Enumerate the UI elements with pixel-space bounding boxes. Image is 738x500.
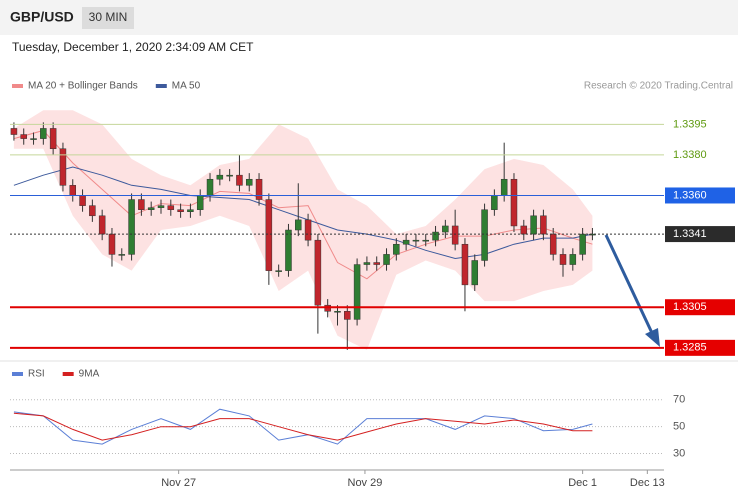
candle-body [432, 231, 439, 241]
timeframe-box [82, 7, 134, 29]
bollinger-band [13, 110, 593, 350]
candle-body [285, 229, 292, 271]
x-tick-label: Nov 27 [161, 477, 196, 489]
legend-label: 9MA [79, 369, 100, 380]
level-label: 1.3285 [673, 342, 707, 354]
indicator-line [13, 412, 593, 441]
forecast-arrow-head [645, 328, 660, 347]
candle-body [187, 209, 194, 212]
candle-body [59, 148, 67, 186]
legend-swatch [12, 84, 23, 88]
candle-body [216, 174, 224, 180]
candle-body [540, 215, 547, 235]
legend-label: RSI [28, 369, 45, 380]
candle-body [245, 178, 253, 186]
candle-body [520, 225, 528, 235]
legend-label: MA 20 + Bollinger Bands [28, 81, 138, 92]
candle-body [393, 243, 400, 255]
timestamp: Tuesday, December 1, 2020 2:34:09 AM CET [12, 40, 254, 54]
candle-body [304, 219, 312, 241]
candle-body [108, 233, 116, 255]
candle-body [461, 243, 469, 286]
candle-body [265, 199, 273, 271]
candle-body [40, 128, 47, 139]
x-tick-label: Dec 1 [568, 477, 597, 489]
candle-body [383, 254, 390, 265]
candle-body [167, 205, 175, 210]
candle-body [10, 128, 18, 135]
candle-body [569, 254, 577, 265]
candle-body [481, 209, 488, 261]
candle-body [363, 262, 371, 265]
level-label-box [665, 299, 735, 316]
candle-body [491, 195, 498, 210]
level-label: 1.3305 [673, 301, 707, 313]
candle-body [30, 138, 37, 140]
symbol: GBP/USD [10, 9, 74, 25]
candle-body [530, 215, 537, 235]
candle-body [500, 178, 508, 196]
x-tick-label: Dec 13 [630, 477, 665, 489]
candle-body [422, 239, 429, 242]
candle-body [206, 178, 214, 196]
candle-body [49, 128, 57, 150]
legend-swatch [12, 372, 23, 376]
candle-body [314, 239, 322, 306]
candle-body [128, 199, 135, 255]
candle-body [549, 233, 557, 255]
legend-label: MA 50 [172, 81, 201, 92]
candle-body [373, 262, 380, 265]
candle-body [295, 219, 302, 231]
candle-body [118, 254, 126, 256]
candle-body [353, 264, 361, 320]
timeframe: 30 MIN [89, 10, 128, 24]
y-tick-label: 50 [673, 421, 685, 433]
legend-swatch [155, 84, 167, 88]
candle-body [138, 199, 145, 210]
candle-body [98, 215, 106, 235]
forecast-arrow [604, 234, 654, 334]
ma-line [13, 129, 593, 280]
level-label-box [665, 226, 735, 243]
candle-body [275, 270, 282, 272]
credit: Research © 2020 Trading.Central [584, 81, 733, 92]
level-label: 1.3380 [673, 149, 707, 161]
level-label: 1.3341 [673, 228, 707, 240]
candle-body [69, 185, 77, 196]
candle-body [157, 205, 165, 208]
candle-body [324, 304, 331, 312]
candle-body [334, 311, 341, 313]
candle-body [442, 225, 449, 233]
candle-body [236, 174, 243, 186]
candle-body [20, 134, 27, 139]
candle-body [89, 205, 96, 217]
candle-body [471, 260, 479, 286]
candle-body [226, 174, 233, 177]
level-label-box [665, 146, 735, 163]
y-tick-label: 30 [673, 447, 685, 459]
level-label-box [665, 187, 735, 204]
candle-body [402, 239, 410, 245]
candle-body [451, 225, 459, 245]
candle-body [255, 178, 263, 200]
candle-body [412, 239, 420, 242]
candle-body [79, 195, 86, 206]
candle-body [147, 207, 155, 210]
legend-swatch [62, 372, 74, 376]
y-tick-label: 70 [673, 394, 685, 406]
candle-body [579, 233, 586, 255]
candle-body [196, 195, 204, 210]
candle-body [177, 209, 184, 212]
level-label-box [665, 116, 735, 133]
level-label-box [665, 339, 735, 356]
x-tick-label: Nov 29 [348, 477, 383, 489]
level-label: 1.3395 [673, 118, 707, 130]
candle-body [344, 311, 351, 320]
price-panel [10, 110, 596, 350]
candle-body [559, 254, 567, 265]
candle-body [510, 178, 518, 227]
level-label: 1.3360 [673, 189, 707, 201]
